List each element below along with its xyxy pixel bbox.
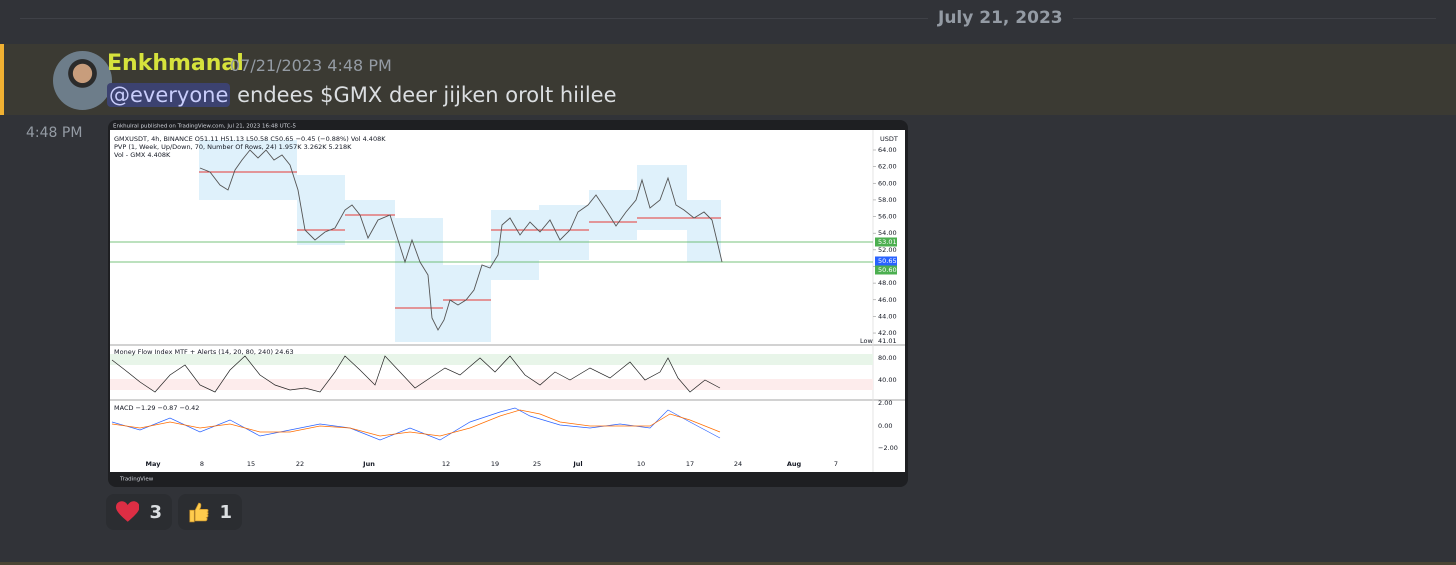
chart-image: Enkhulral published on TradingView.com, … xyxy=(110,124,905,483)
timestamp: 07/21/2023 4:48 PM xyxy=(230,56,392,75)
x-tick-label: 22 xyxy=(296,460,304,468)
x-tick-label: May xyxy=(146,460,162,468)
chart-header: Enkhulral published on TradingView.com, … xyxy=(113,124,296,130)
price-badge xyxy=(875,256,897,266)
price-badge-label: 50.60 xyxy=(878,266,897,274)
macd-tick-label: 2.00 xyxy=(878,399,892,407)
mfi-tick-label: 80.00 xyxy=(878,354,897,362)
price-tick-label: 44.00 xyxy=(878,312,897,320)
author-name[interactable]: Enkhmanal xyxy=(107,51,244,76)
reaction-heart[interactable]: 3 xyxy=(106,494,172,530)
vol-line: Vol - GMX 4.408K xyxy=(114,151,171,159)
macd-tick-label: 0.00 xyxy=(878,422,892,430)
macd-line xyxy=(111,407,721,441)
heart-icon xyxy=(116,501,140,522)
mfi-lower-zone xyxy=(110,379,873,390)
date-divider: July 21, 2023 xyxy=(928,8,1073,28)
price-tick-label: 52.00 xyxy=(878,246,897,254)
price-badge-label: 53.01 xyxy=(878,238,897,246)
x-tick-label: 24 xyxy=(734,460,742,468)
avatar[interactable] xyxy=(53,51,112,110)
price-badge xyxy=(875,237,897,247)
volume-profile-boxes xyxy=(199,140,721,342)
thumbs-icon xyxy=(189,502,209,523)
mention[interactable]: @everyone xyxy=(107,83,231,107)
brand: TradingView xyxy=(119,477,154,483)
reaction-count: 3 xyxy=(149,501,162,523)
low-value: 41.01 xyxy=(878,337,897,345)
price-badge xyxy=(875,265,897,275)
price-tick-label: 64.00 xyxy=(878,146,897,154)
attachment-time: 4:48 PM xyxy=(26,125,83,141)
currency: USDT xyxy=(880,135,898,143)
x-tick-label: 12 xyxy=(442,460,450,468)
symbol-line: GMXUSDT, 4h, BINANCE O51.11 H51.13 L50.5… xyxy=(114,135,386,143)
price-tick-label: 54.00 xyxy=(878,229,897,237)
macd-tick-label: −2.00 xyxy=(878,444,898,452)
x-tick-label: 15 xyxy=(247,460,255,468)
price-tick-label: 46.00 xyxy=(878,296,897,304)
macd-title: MACD −1.29 −0.87 −0.42 xyxy=(114,404,199,412)
price-tick-label: 42.00 xyxy=(878,329,897,337)
bottom-border xyxy=(0,562,1456,565)
price-badge-label: 50.65 xyxy=(878,257,897,265)
mfi-tick-label: 40.00 xyxy=(878,376,897,384)
x-tick-label: 7 xyxy=(834,460,838,468)
mfi-upper-zone xyxy=(110,354,873,365)
reaction-thumbs-up[interactable]: 1 xyxy=(178,494,242,530)
price-tick-label: 62.00 xyxy=(878,163,897,171)
reaction-count: 1 xyxy=(219,501,232,523)
mfi-line xyxy=(111,355,721,393)
x-tick-label: Jun xyxy=(362,460,375,468)
low-label: Low xyxy=(860,337,873,345)
pvp-line: PVP (1, Week, Up/Down, 70, Number Of Row… xyxy=(114,143,352,151)
x-tick-label: 8 xyxy=(200,460,204,468)
mfi-title: Money Flow Index MTF + Alerts (14, 20, 8… xyxy=(114,348,294,356)
price-line xyxy=(199,149,723,331)
message-highlight xyxy=(0,44,1456,115)
date-divider-line xyxy=(20,18,1436,19)
x-tick-label: Jul xyxy=(572,460,582,468)
x-tick-label: Aug xyxy=(787,460,802,468)
macd-signal xyxy=(111,409,721,437)
price-tick-label: 48.00 xyxy=(878,279,897,287)
price-tick-label: 56.00 xyxy=(878,213,897,221)
x-tick-label: 17 xyxy=(686,460,694,468)
message-body: endees $GMX deer jijken orolt hiilee xyxy=(237,83,617,107)
x-tick-label: 25 xyxy=(533,460,541,468)
x-tick-label: 10 xyxy=(637,460,645,468)
price-tick-label: 58.00 xyxy=(878,196,897,204)
message-text: @everyone endees $GMX deer jijken orolt … xyxy=(107,83,617,107)
x-tick-label: 19 xyxy=(491,460,499,468)
price-tick-label: 60.00 xyxy=(878,179,897,187)
